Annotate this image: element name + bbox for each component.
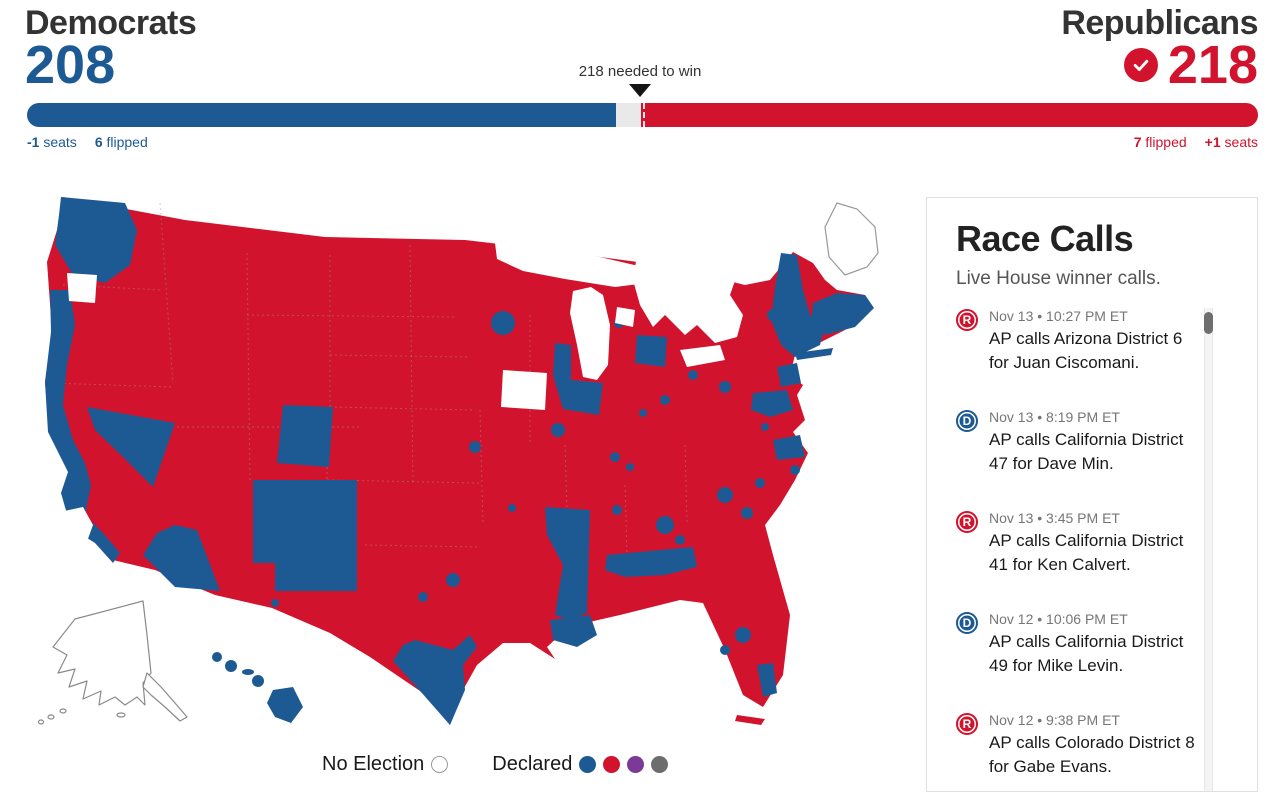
democrats-seat-count: 208	[25, 35, 116, 95]
winner-check-icon	[1123, 48, 1158, 82]
party-badge-republican-icon: R	[956, 511, 978, 533]
race-call-timestamp: Nov 12 • 9:38 PM ET	[989, 712, 1120, 728]
party-badge-democrat-icon: D	[956, 612, 978, 634]
balance-of-power-bar	[27, 103, 1258, 127]
gop-change-value: +1	[1204, 134, 1221, 150]
declared-gop-swatch-icon	[603, 756, 621, 773]
needed-to-win-label: 218 needed to win	[578, 63, 702, 80]
republicans-seat-count: 218	[1167, 35, 1258, 95]
race-call-timestamp: Nov 13 • 10:27 PM ET	[989, 308, 1128, 324]
race-call-timestamp: Nov 12 • 10:06 PM ET	[989, 611, 1128, 627]
maine-outline	[824, 202, 879, 276]
us-house-results-map[interactable]	[25, 195, 885, 740]
dem-change-label: seats	[43, 134, 77, 150]
race-call-text: AP calls California District 49 for Mike…	[989, 632, 1184, 675]
gop-flipped-value: 7	[1133, 134, 1142, 150]
needed-to-win-marker-icon	[629, 84, 651, 97]
map-legend: No Election Declared	[322, 753, 669, 776]
declared-label: Declared	[492, 753, 573, 775]
uncalled-districts	[55, 273, 635, 547]
race-call-timestamp: Nov 13 • 8:19 PM ET	[989, 409, 1120, 425]
democrats-label: Democrats	[25, 4, 197, 42]
race-call-text: AP calls Arizona District 6 for Juan Cis…	[989, 329, 1183, 372]
dem-change-value: -1	[27, 134, 40, 150]
party-badge-republican-icon: R	[956, 713, 978, 735]
gop-flipped-label: flipped	[1145, 134, 1187, 150]
florida-keys	[735, 715, 765, 725]
race-calls-title: Race Calls	[956, 218, 1134, 259]
dem-seat-change-row: -1 seats 6 flipped	[27, 134, 148, 150]
no-election-swatch-icon	[431, 756, 449, 773]
race-calls-scrollbar-thumb[interactable]	[1204, 312, 1213, 334]
race-call-text: AP calls Colorado District 8 for Gabe Ev…	[989, 733, 1195, 776]
party-badge-democrat-icon: D	[956, 410, 978, 432]
race-call-item: D Nov 13 • 8:19 PM ET AP calls Californi…	[956, 409, 1206, 476]
dem-bar-segment	[27, 103, 616, 127]
majority-threshold-line	[643, 103, 645, 127]
race-call-item: D Nov 12 • 10:06 PM ET AP calls Californ…	[956, 611, 1206, 678]
state-boundary-lines	[48, 202, 688, 556]
race-calls-panel: Race Calls Live House winner calls. R No…	[926, 197, 1258, 792]
lower-48-landmass	[45, 197, 873, 725]
dem-districts	[45, 197, 874, 725]
dem-flipped-label: flipped	[106, 134, 148, 150]
race-call-item: R Nov 13 • 3:45 PM ET AP calls Californi…	[956, 510, 1206, 577]
declared-other-swatch-icon	[627, 756, 645, 773]
race-call-timestamp: Nov 13 • 3:45 PM ET	[989, 510, 1120, 526]
no-election-label: No Election	[322, 753, 425, 775]
race-calls-scrollbar-track[interactable]	[1204, 308, 1213, 791]
party-badge-republican-icon: R	[956, 309, 978, 331]
dem-flipped-value: 6	[94, 134, 103, 150]
gop-change-label: seats	[1224, 134, 1258, 150]
gop-bar-segment	[641, 103, 1258, 127]
declared-dem-swatch-icon	[579, 756, 597, 773]
race-call-item: R Nov 13 • 10:27 PM ET AP calls Arizona …	[956, 308, 1206, 375]
declared-independent-swatch-icon	[651, 756, 669, 773]
gop-seat-change-row: 7 flipped +1 seats	[1134, 134, 1258, 150]
race-call-text: AP calls California District 41 for Ken …	[989, 531, 1184, 574]
race-calls-list[interactable]: R Nov 13 • 10:27 PM ET AP calls Arizona …	[956, 308, 1206, 791]
great-lakes	[495, 243, 743, 380]
republicans-seat-count-wrap: 218	[1123, 35, 1258, 95]
republicans-label: Republicans	[1061, 4, 1258, 42]
alaska-outline	[37, 600, 188, 725]
race-calls-subtitle: Live House winner calls.	[956, 268, 1161, 289]
race-call-text: AP calls California District 47 for Dave…	[989, 430, 1184, 473]
race-call-item: R Nov 12 • 9:38 PM ET AP calls Colorado …	[956, 712, 1206, 779]
